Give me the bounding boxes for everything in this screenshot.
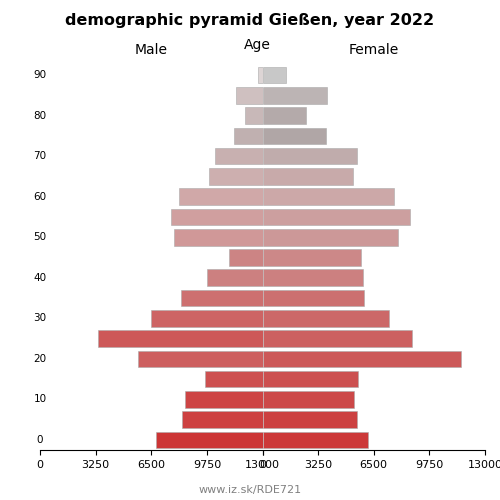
Bar	[184, 391, 262, 407]
Text: 90: 90	[34, 70, 46, 80]
Bar	[258, 67, 262, 84]
Text: 80: 80	[34, 110, 46, 120]
Bar	[205, 371, 262, 388]
Bar	[216, 148, 262, 164]
Text: Male: Male	[135, 44, 168, 58]
Text: 20: 20	[34, 354, 46, 364]
Bar	[262, 128, 326, 144]
Text: 40: 40	[34, 273, 46, 283]
Bar	[262, 310, 389, 326]
Bar	[180, 188, 262, 205]
Bar	[229, 249, 262, 266]
Bar	[262, 290, 364, 306]
Bar	[171, 208, 262, 226]
Text: Age: Age	[244, 38, 271, 52]
Bar	[262, 391, 354, 407]
Bar	[138, 350, 262, 367]
Bar	[262, 148, 358, 164]
Bar	[262, 87, 326, 104]
Bar	[262, 432, 368, 448]
Text: 30: 30	[34, 314, 46, 324]
Bar	[262, 350, 461, 367]
Bar	[207, 270, 262, 286]
Text: demographic pyramid Gießen, year 2022: demographic pyramid Gießen, year 2022	[66, 12, 434, 28]
Bar	[98, 330, 262, 347]
Bar	[262, 208, 410, 226]
Bar	[262, 412, 358, 428]
Bar	[262, 229, 398, 246]
Bar	[262, 249, 361, 266]
Text: 60: 60	[34, 192, 46, 202]
Bar	[234, 128, 262, 144]
Bar	[262, 270, 362, 286]
Bar	[236, 87, 262, 104]
Bar	[182, 412, 262, 428]
Bar	[262, 371, 358, 388]
Bar	[262, 67, 285, 84]
Bar	[262, 330, 412, 347]
Bar	[262, 188, 394, 205]
Text: 70: 70	[34, 151, 46, 161]
Bar	[151, 310, 262, 326]
Text: 10: 10	[34, 394, 46, 404]
Text: 0: 0	[37, 435, 44, 445]
Bar	[262, 108, 306, 124]
Bar	[156, 432, 262, 448]
Text: www.iz.sk/RDE721: www.iz.sk/RDE721	[198, 485, 302, 495]
Bar	[174, 229, 262, 246]
Bar	[244, 108, 262, 124]
Text: 50: 50	[34, 232, 46, 242]
Text: Female: Female	[348, 44, 399, 58]
Bar	[262, 168, 353, 185]
Bar	[181, 290, 262, 306]
Bar	[210, 168, 262, 185]
